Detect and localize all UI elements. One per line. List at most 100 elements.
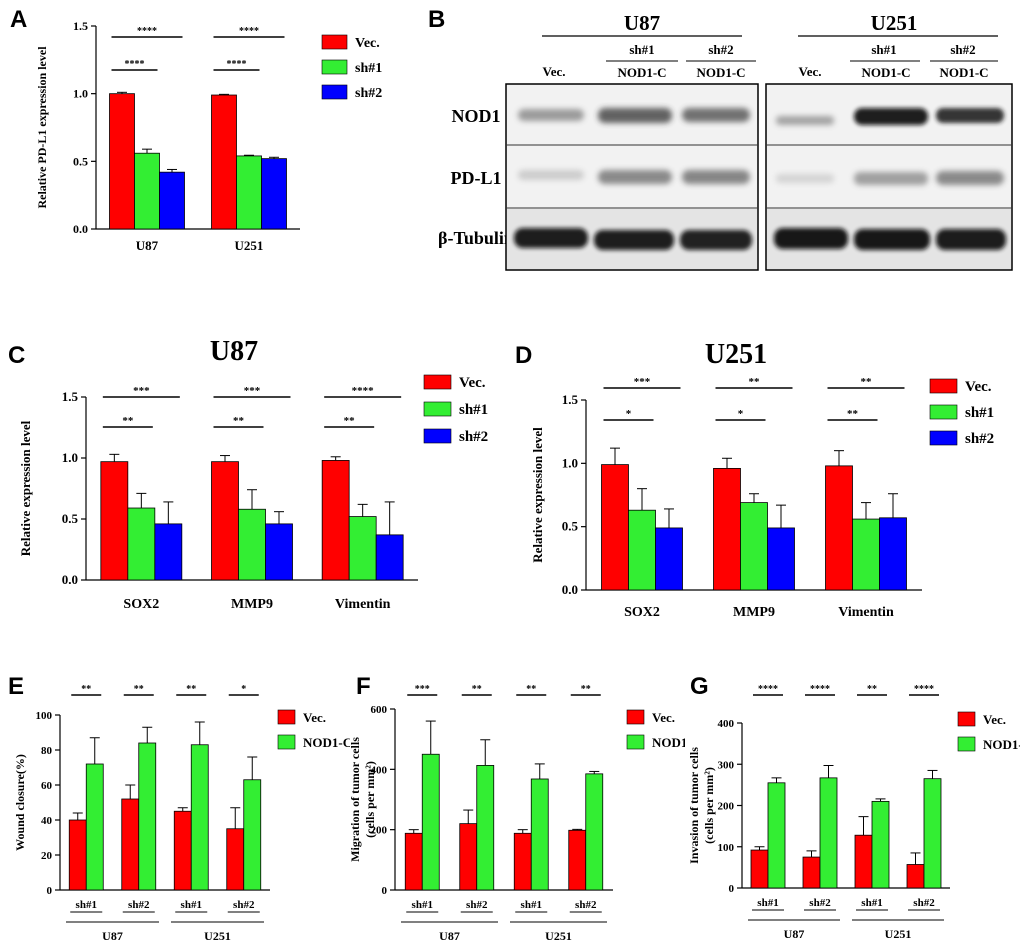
blot-protein-label-nod1: NOD1 [452, 106, 501, 126]
blot-band [774, 228, 848, 249]
y-tick-label: 0 [729, 883, 735, 895]
legend-swatch [626, 734, 645, 750]
significance-label: * [626, 408, 632, 420]
y-tick-label: 100 [36, 710, 53, 722]
y-tick-label: 1.0 [73, 87, 88, 101]
blot-lane-label: NOD1-C [861, 65, 910, 80]
x-tick-label: sh#2 [233, 899, 255, 911]
blot-band [518, 170, 584, 180]
legend-label: Vec. [652, 710, 675, 725]
blot-lane-label: sh#2 [950, 42, 975, 57]
legend-label: sh#2 [355, 86, 382, 101]
bar [906, 864, 925, 889]
bar [825, 465, 853, 591]
bar [740, 502, 768, 591]
bar [226, 828, 245, 891]
bar [348, 516, 377, 581]
legend-label: sh#2 [459, 429, 488, 445]
y-tick-label: 80 [41, 745, 53, 757]
legend-swatch [957, 736, 976, 752]
x-tick-label: sh#1 [181, 899, 202, 911]
blot-protein-label-pdl1: PD-L1 [451, 168, 502, 188]
y-tick-label: 0 [382, 885, 388, 897]
y-axis-label: (cells per mm²) [702, 767, 716, 844]
bar [127, 507, 156, 581]
blot-membrane-u87 [505, 83, 759, 271]
blot-band [854, 108, 928, 125]
blot-protein-label-tubulin: β-Tubulin [438, 228, 514, 248]
bar [476, 765, 495, 891]
y-axis-label: Migration of tumor cells [348, 737, 362, 862]
blot-cell-label-u87: U87 [624, 11, 660, 35]
x-tick-label: sh#2 [128, 899, 150, 911]
bar [767, 782, 786, 889]
x-tick-label: SOX2 [624, 605, 660, 620]
y-axis-label: Invasion of tumor cells [687, 747, 701, 864]
y-tick-label: 0.5 [73, 154, 88, 168]
bar [879, 517, 907, 591]
significance-label: ** [472, 684, 482, 695]
significance-label: ** [122, 415, 134, 427]
x-tick-label: MMP9 [231, 597, 273, 612]
blot-lane-label: sh#1 [871, 42, 896, 57]
bar [655, 527, 683, 591]
x-tick-label: sh#1 [412, 899, 433, 911]
legend-label: sh#1 [459, 402, 488, 418]
chart-g-invasion: 0 100 200 300 400 Invasion of tumor cells (cel… [687, 684, 1020, 941]
group-label: U251 [204, 929, 231, 942]
significance-label: ** [81, 684, 91, 695]
x-tick-label: sh#1 [521, 899, 542, 911]
legend-swatch [929, 378, 958, 394]
y-axis-label: Wound closure(%) [13, 754, 27, 851]
blot-lane-label: sh#1 [629, 42, 654, 57]
panel-letter-c: C [8, 342, 26, 369]
bar [819, 777, 838, 889]
x-tick-label: sh#1 [757, 897, 778, 909]
blot-band [514, 228, 588, 248]
y-axis-label: Relative expression level [530, 427, 545, 563]
bar [871, 800, 890, 889]
bar [568, 829, 587, 891]
significance-label: **** [137, 26, 157, 37]
legend-swatch [957, 711, 976, 727]
blot-band [936, 171, 1004, 185]
bar [530, 778, 549, 891]
significance-label: ** [134, 684, 144, 695]
legend-label: Vec. [303, 710, 326, 725]
legend-swatch [423, 401, 452, 417]
bar [211, 94, 237, 230]
legend-swatch [277, 734, 296, 750]
legend-label: NOD1-C [303, 735, 350, 750]
y-tick-label: 300 [718, 759, 735, 771]
chart-a-relative-pdl1: 0.0 0.5 1.0 1.5 Relative PD-L1 expression le… [35, 19, 382, 253]
significance-label: **** [914, 684, 934, 695]
x-tick-label: sh#2 [575, 899, 597, 911]
bar [421, 753, 440, 891]
legend-swatch [423, 374, 452, 390]
significance-label: ** [581, 684, 591, 695]
x-tick-label: MMP9 [733, 605, 775, 620]
bar [375, 534, 404, 581]
legend-label: NOD1-C [983, 737, 1020, 752]
bar [68, 819, 87, 891]
bar [236, 155, 262, 230]
blot-membrane-u251 [765, 83, 1013, 271]
blot-band [854, 229, 930, 250]
bar [767, 527, 795, 591]
bar [750, 849, 769, 889]
legend-label: sh#1 [355, 61, 382, 76]
y-tick-label: 400 [718, 718, 735, 730]
y-tick-label: 1.5 [562, 392, 579, 407]
blot-band [598, 108, 672, 123]
significance-label: **** [352, 385, 375, 397]
legend-label: sh#2 [965, 431, 994, 447]
blot-band [680, 230, 752, 250]
significance-label: ** [867, 684, 877, 695]
group-label: U87 [439, 929, 460, 942]
bar [628, 509, 656, 591]
blot-lane-label: NOD1-C [696, 65, 745, 80]
bar [109, 93, 135, 230]
x-tick-label: U251 [235, 238, 264, 253]
significance-label: ** [861, 376, 873, 388]
blot-lane-label: Vec. [543, 64, 566, 79]
